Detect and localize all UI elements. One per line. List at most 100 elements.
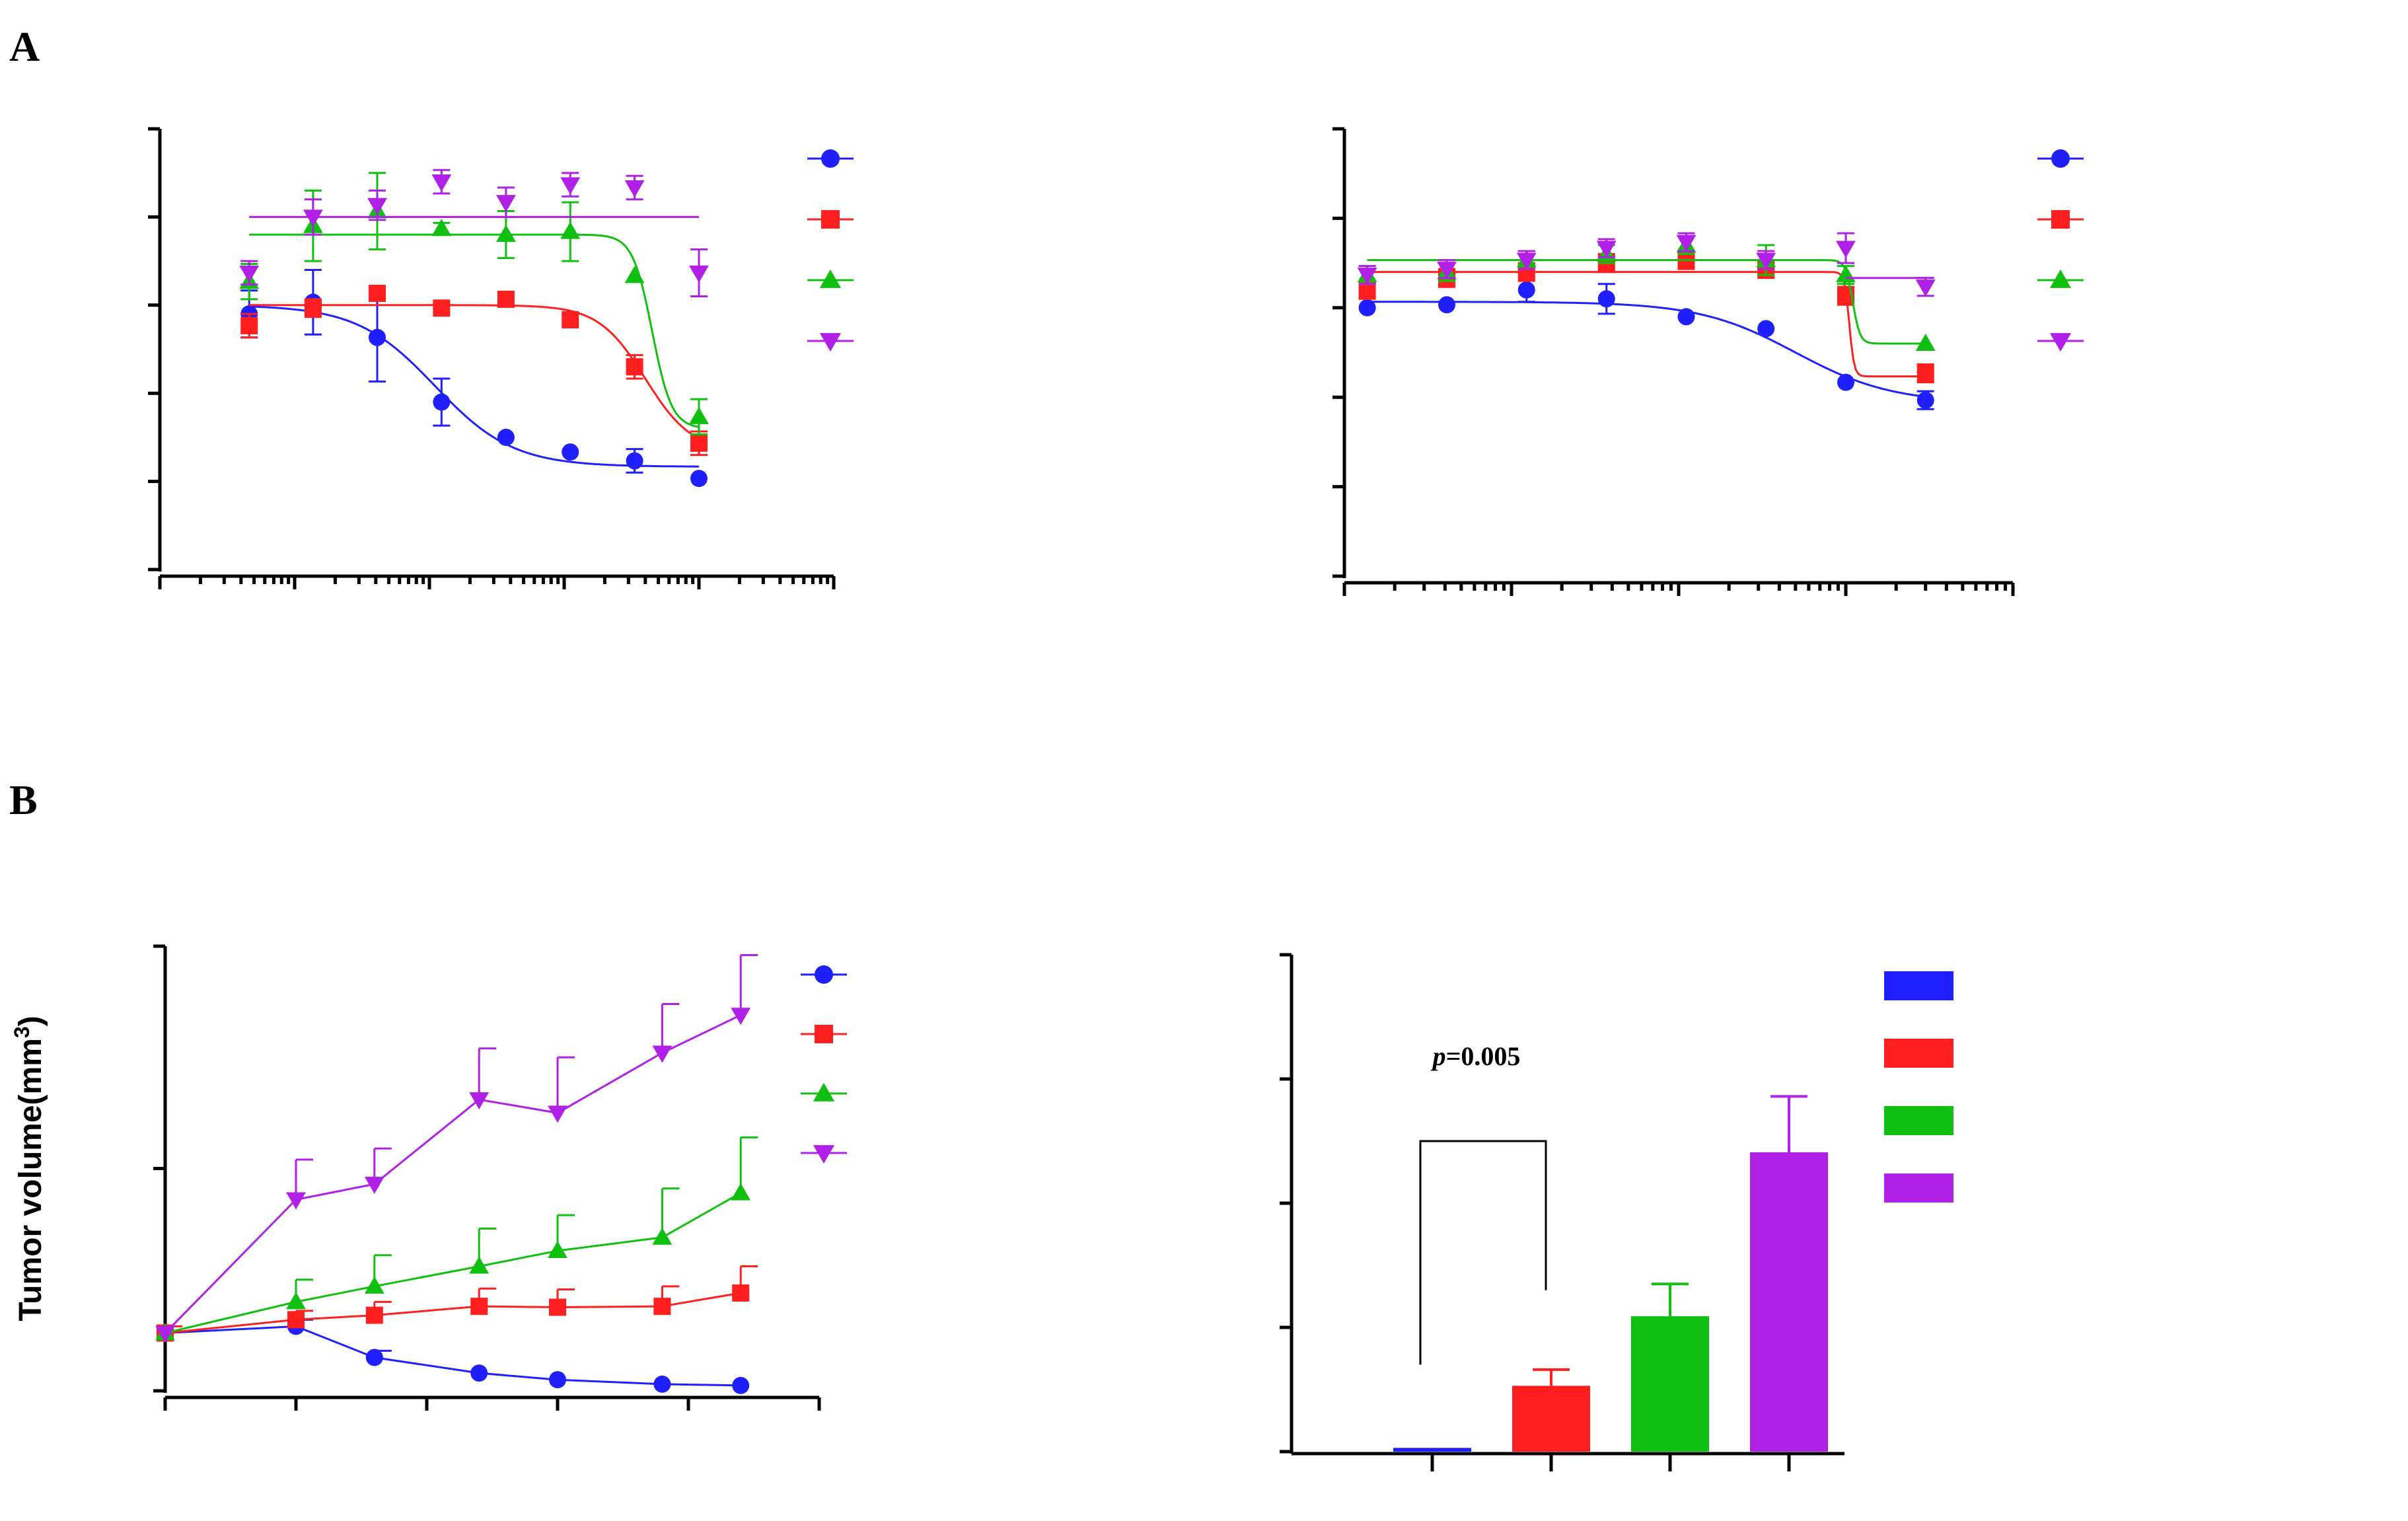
data-point (155, 1325, 175, 1343)
p-value-letter: p (1431, 1041, 1446, 1071)
series-trastuzumab-dxd (157, 1265, 758, 1342)
data-point (1837, 373, 1854, 391)
data-point (560, 221, 581, 239)
series-8d302-dxd (157, 1317, 750, 1394)
data-point (562, 443, 579, 461)
data-point (560, 177, 581, 195)
fit-curve (1367, 259, 1926, 345)
y-axis-label: Tumor volume(mm3) (10, 1016, 48, 1321)
data-point (731, 1008, 751, 1025)
data-point (433, 299, 451, 317)
fit-curve (249, 233, 700, 428)
data-point (495, 225, 516, 242)
fit-curve (249, 304, 700, 440)
data-point (549, 1298, 566, 1316)
series-line (164, 1014, 741, 1334)
data-point (470, 1298, 488, 1316)
significance-bracket (1419, 1140, 1547, 1365)
data-point (431, 174, 452, 192)
data-point (653, 1298, 671, 1316)
chart-mda-mb-231 (1332, 127, 2084, 596)
legend-marker (819, 269, 842, 288)
data-point (469, 1092, 490, 1110)
legend-marker (821, 210, 840, 229)
series-8d302 (1357, 232, 1936, 297)
data-point (431, 219, 452, 237)
data-point (469, 1256, 490, 1274)
legend-swatch (1884, 1039, 1953, 1068)
legend-marker (2049, 333, 2072, 352)
series-trastuzumab-dxd (240, 285, 708, 457)
y-axis-label-close: ) (13, 1016, 48, 1026)
data-point (652, 1227, 673, 1245)
data-point (364, 1276, 384, 1294)
series-8d302 (239, 168, 709, 297)
legend-swatch (1884, 971, 1953, 1000)
data-point (1915, 279, 1936, 297)
data-point (497, 428, 515, 446)
chart-tumor-weight: p=0.005 (1280, 953, 1953, 1471)
data-point (689, 265, 709, 283)
data-point (690, 470, 708, 488)
data-point (1756, 252, 1776, 270)
data-point (367, 198, 387, 215)
series-line (164, 1325, 741, 1387)
data-point (286, 1292, 306, 1310)
data-point (495, 195, 516, 213)
data-point (731, 1183, 751, 1201)
data-point (1597, 290, 1615, 308)
data-point (624, 266, 645, 283)
data-point (433, 393, 451, 411)
series-isotype-dxd (155, 1136, 758, 1341)
data-point (626, 452, 643, 470)
bar-isotype-dxd (1631, 1316, 1709, 1452)
data-point (732, 1376, 750, 1394)
data-point (1516, 252, 1537, 270)
data-point (690, 434, 708, 452)
data-point (549, 1371, 566, 1389)
data-point (652, 1045, 673, 1063)
legend-marker (815, 1025, 833, 1043)
data-point (365, 1306, 383, 1324)
legend-marker (2051, 149, 2070, 168)
data-point (286, 1192, 306, 1210)
fit-curve (249, 305, 699, 468)
data-point (303, 209, 323, 227)
y-axis-label-sup: 3 (10, 1026, 34, 1038)
data-point (1677, 308, 1695, 326)
data-point (497, 290, 515, 308)
legend-marker (821, 149, 840, 168)
data-point (470, 1364, 488, 1382)
legend-swatch (1884, 1173, 1953, 1203)
data-point (1438, 296, 1456, 314)
data-point (732, 1284, 750, 1302)
bar-8d302-dxd (1393, 1448, 1471, 1452)
data-point (548, 1241, 567, 1259)
data-point (548, 1105, 567, 1123)
legend-marker (815, 965, 833, 984)
p-value-number: =0.005 (1446, 1041, 1521, 1071)
data-point (365, 1349, 383, 1366)
legend-marker (819, 333, 842, 352)
data-point (369, 285, 386, 303)
data-point (1357, 268, 1377, 285)
data-point (1358, 299, 1376, 316)
data-point (1757, 320, 1775, 338)
panel-label-b: B (9, 776, 38, 823)
data-point (239, 265, 260, 283)
fit-curve (1367, 271, 1926, 378)
data-point (1916, 391, 1934, 409)
legend-marker (813, 1082, 835, 1101)
legend-marker (2049, 269, 2072, 288)
data-point (240, 316, 258, 334)
data-point (1916, 365, 1934, 383)
data-point (1437, 262, 1457, 279)
data-point (653, 1375, 671, 1393)
chart-tumor-volume: Tumor volume(mm3) (10, 944, 847, 1411)
series-vehicle (155, 953, 758, 1343)
bar-vehicle (1750, 1152, 1828, 1452)
data-point (1517, 281, 1535, 299)
data-point (1836, 241, 1856, 258)
data-point (1915, 334, 1936, 352)
